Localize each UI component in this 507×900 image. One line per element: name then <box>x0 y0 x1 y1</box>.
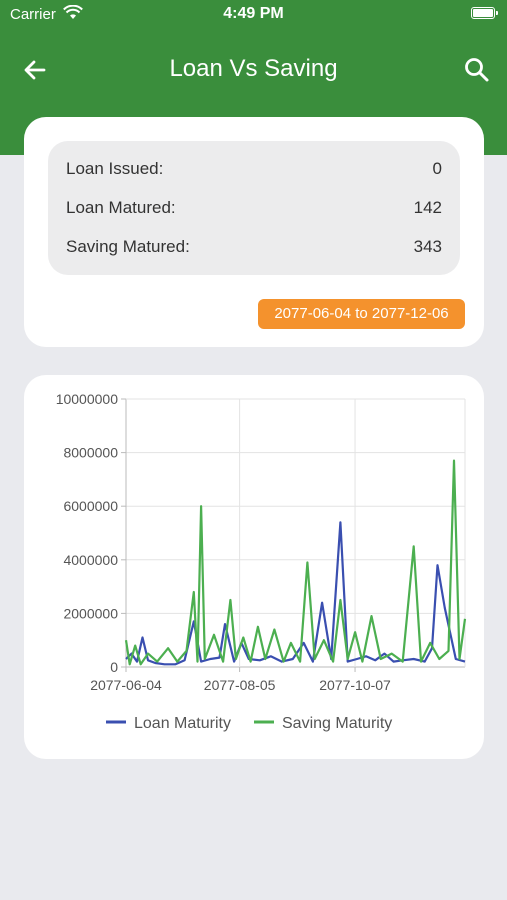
y-tick-label: 10000000 <box>56 391 119 407</box>
search-icon[interactable] <box>463 56 491 84</box>
stats-box: Loan Issued: 0 Loan Matured: 142 Saving … <box>48 141 460 275</box>
stat-label: Loan Issued: <box>66 159 164 178</box>
stat-value: 142 <box>413 198 442 217</box>
stat-value: 343 <box>413 237 442 256</box>
summary-card: Loan Issued: 0 Loan Matured: 142 Saving … <box>24 117 484 347</box>
status-time: 4:49 PM <box>223 5 284 22</box>
x-tick-label: 2077-08-05 <box>204 677 276 693</box>
series-line-saving-maturity <box>124 459 467 666</box>
wifi-icon <box>63 5 83 19</box>
y-tick-label: 4000000 <box>63 552 118 568</box>
stat-row-loan-issued: Loan Issued: 0 <box>66 159 442 181</box>
y-tick-label: 2000000 <box>63 605 118 621</box>
app-bar: Loan Vs Saving <box>0 44 507 96</box>
y-tick-label: 8000000 <box>63 445 118 461</box>
stat-row-loan-matured: Loan Matured: 142 <box>66 198 442 220</box>
battery-icon <box>471 7 498 19</box>
status-bar: Carrier 4:49 PM <box>0 0 507 30</box>
stat-row-saving-matured: Saving Matured: 343 <box>66 237 442 259</box>
date-range-badge[interactable]: 2077-06-04 to 2077-12-06 <box>258 299 465 329</box>
carrier-label: Carrier <box>10 6 56 23</box>
legend-label: Saving Maturity <box>282 715 392 732</box>
y-tick-label: 0 <box>110 659 118 675</box>
stat-value: 0 <box>432 159 442 178</box>
legend-label: Loan Maturity <box>134 715 231 732</box>
line-chart: 0 2000000 4000000 6000000 8000000 10000000 207… <box>56 391 467 732</box>
page-title: Loan Vs Saving <box>169 55 338 82</box>
stat-label: Saving Matured: <box>66 237 190 256</box>
chart-card: 0 2000000 4000000 6000000 8000000 10000000 207… <box>24 375 484 759</box>
arrow-left-icon[interactable] <box>20 56 50 84</box>
y-tick-label: 6000000 <box>63 498 118 514</box>
series-line-loan-maturity <box>125 521 466 666</box>
x-tick-label: 2077-06-04 <box>90 677 162 693</box>
stat-label: Loan Matured: <box>66 198 176 217</box>
x-tick-label: 2077-10-07 <box>319 677 391 693</box>
